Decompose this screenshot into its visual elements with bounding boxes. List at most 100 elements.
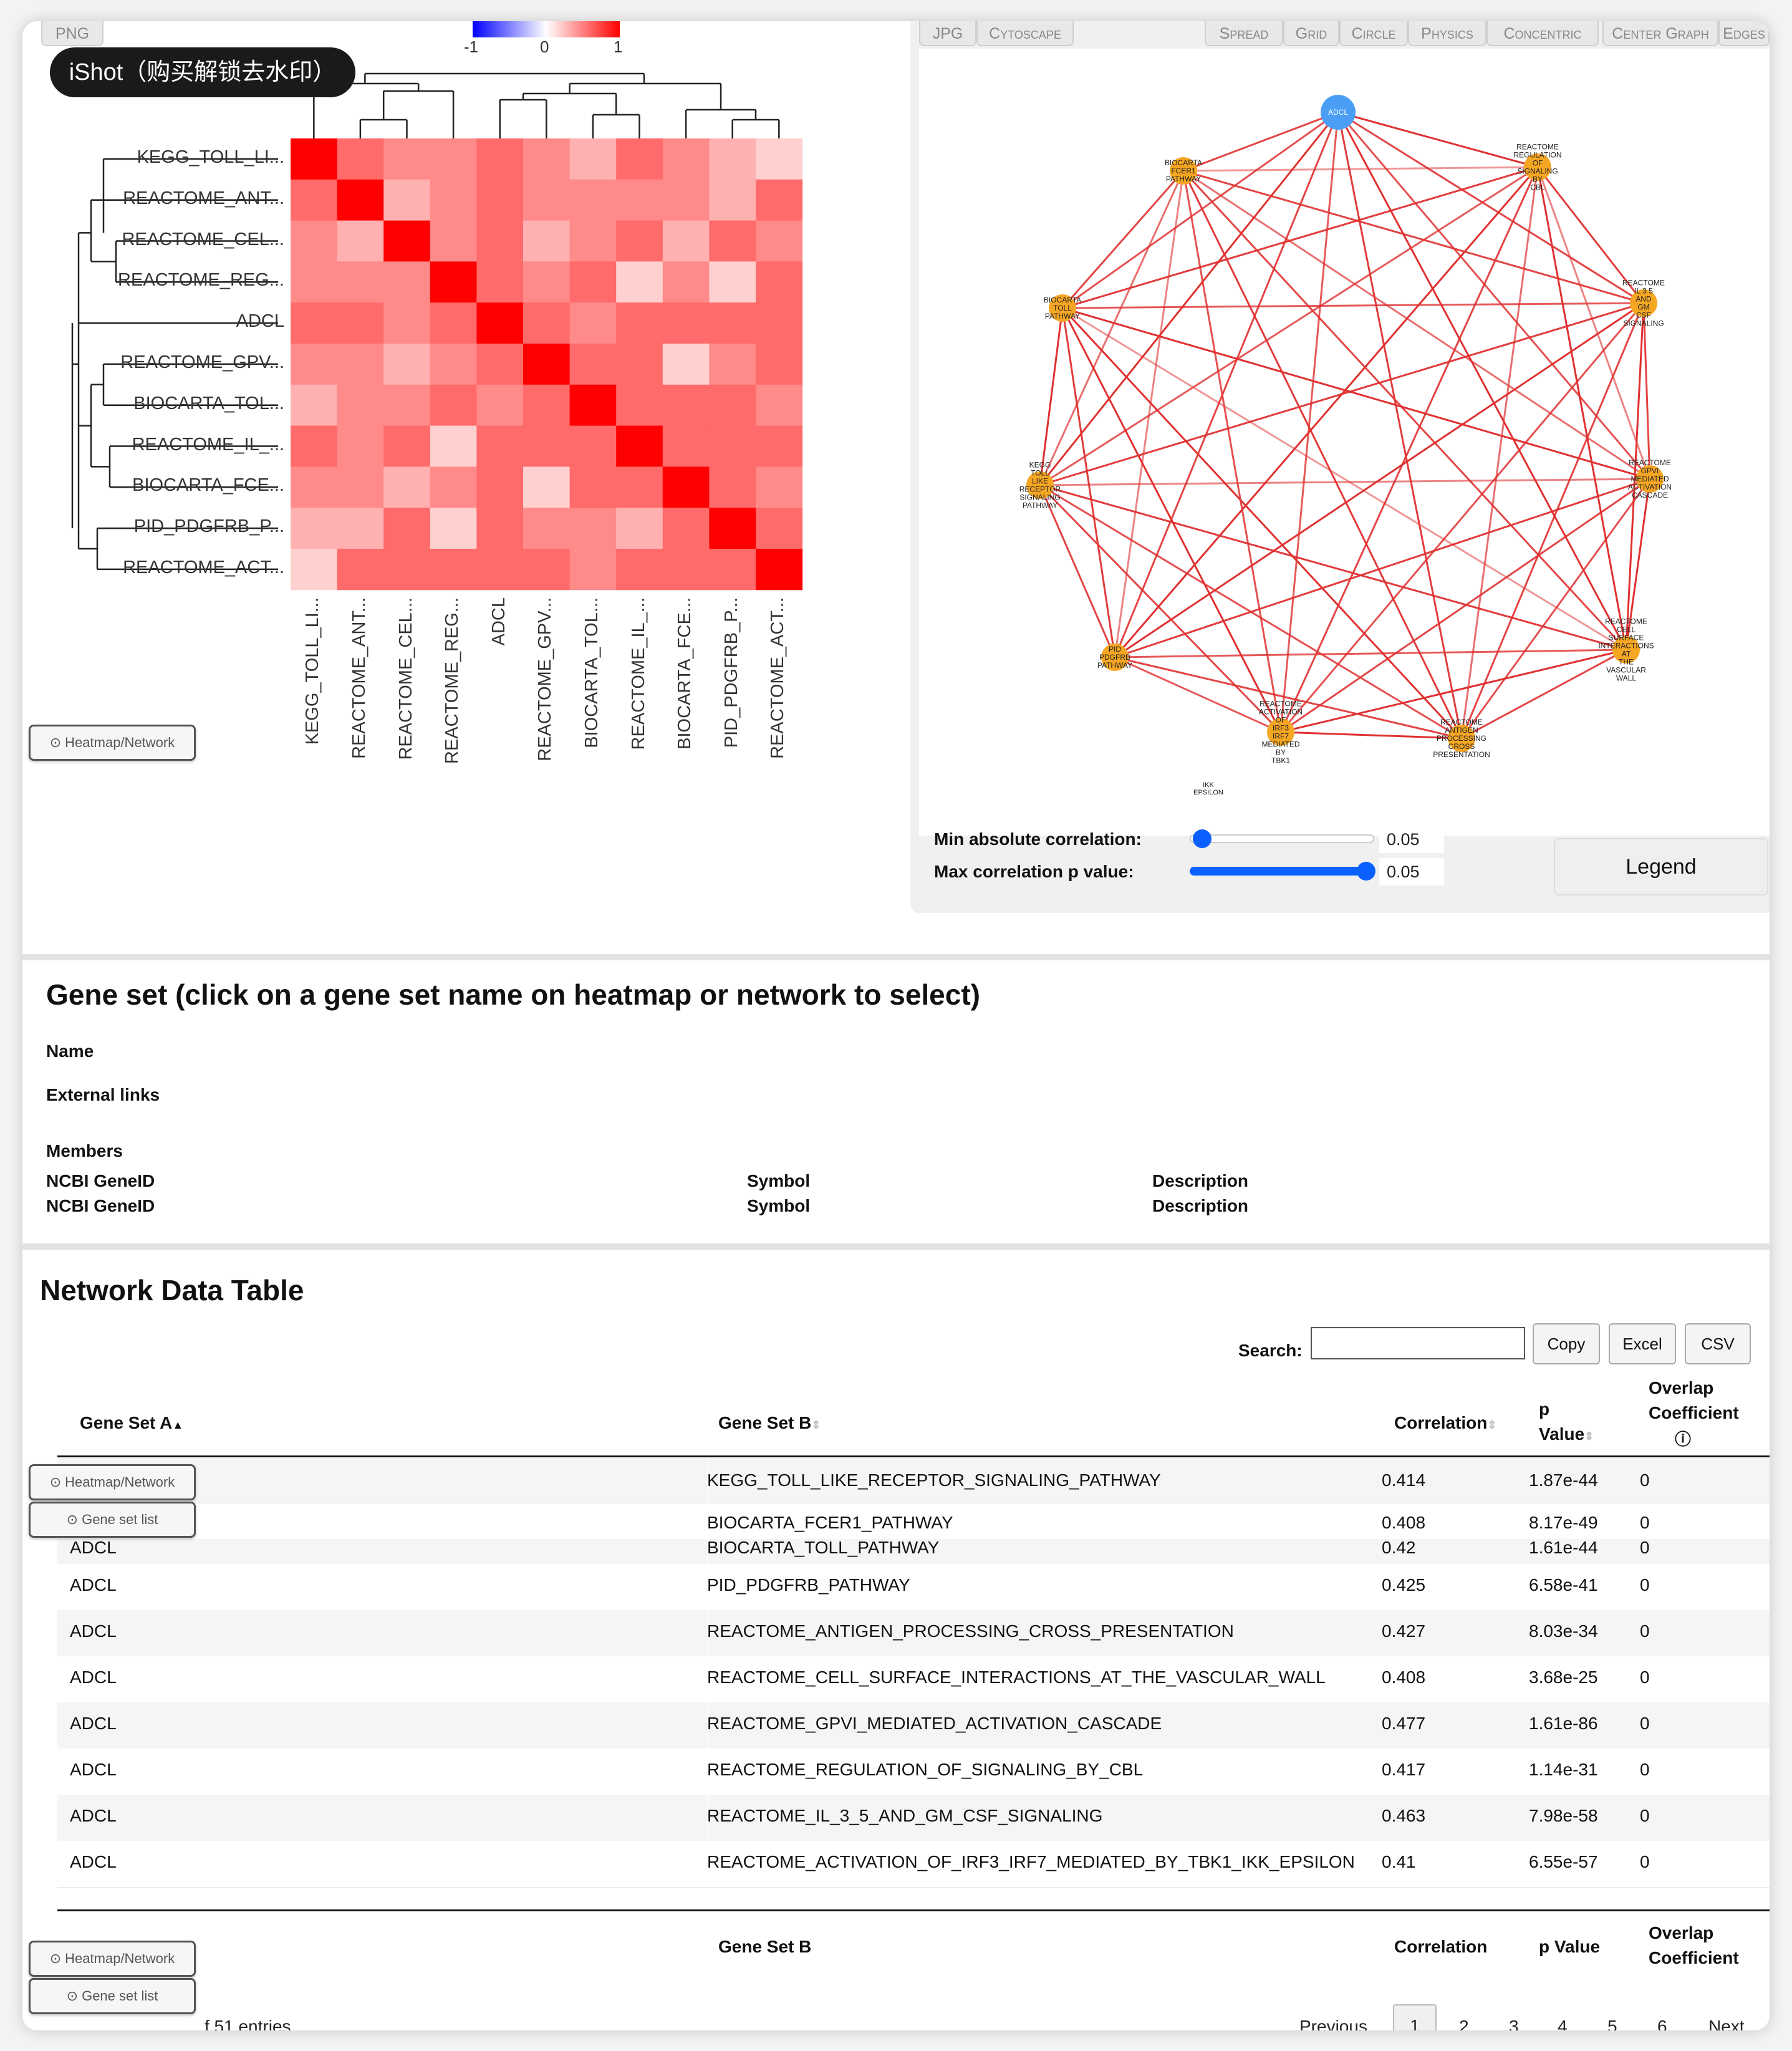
max-p-slider-thumb[interactable] bbox=[1357, 862, 1375, 881]
network-node[interactable] bbox=[1026, 471, 1054, 499]
heatmap-cell[interactable] bbox=[291, 220, 338, 262]
heatmap-cell[interactable] bbox=[337, 508, 384, 549]
heatmap-cell[interactable] bbox=[662, 384, 710, 427]
heatmap-col-label[interactable]: REACTOME_CEL... bbox=[395, 597, 416, 760]
heatmap-row-label[interactable]: REACTOME_ACT... bbox=[123, 557, 284, 577]
heatmap-cell[interactable] bbox=[476, 344, 524, 385]
network-edge[interactable] bbox=[1183, 166, 1538, 172]
heatmap-cell[interactable] bbox=[383, 302, 431, 344]
excel-button[interactable]: Excel bbox=[1609, 1323, 1676, 1364]
heatmap-cell[interactable] bbox=[337, 302, 384, 344]
network-edge[interactable] bbox=[1460, 302, 1645, 739]
max-p-slider[interactable] bbox=[1190, 867, 1374, 876]
heatmap-cell[interactable] bbox=[569, 549, 617, 591]
network-edge[interactable] bbox=[1039, 484, 1627, 651]
network-edge[interactable] bbox=[1039, 478, 1650, 486]
heatmap-cell[interactable] bbox=[616, 344, 663, 385]
heatmap-cell[interactable] bbox=[569, 179, 617, 221]
heatmap-cell[interactable] bbox=[476, 425, 524, 467]
heatmap-cell[interactable] bbox=[383, 425, 431, 467]
heatmap-cell[interactable] bbox=[523, 344, 571, 385]
heatmap-cell[interactable] bbox=[383, 384, 431, 427]
heatmap-cell[interactable] bbox=[337, 425, 384, 467]
heatmap-cell[interactable] bbox=[569, 425, 617, 467]
network-edge[interactable] bbox=[1183, 111, 1339, 172]
heatmap-cell[interactable] bbox=[709, 425, 756, 467]
heatmap-cell[interactable] bbox=[709, 344, 756, 385]
heatmap-col-label[interactable]: REACTOME_ACT... bbox=[768, 597, 788, 759]
toolbar-button-spread[interactable]: Spread bbox=[1205, 21, 1283, 46]
heatmap-cell[interactable] bbox=[291, 261, 338, 303]
th-coefficient[interactable]: Coefficient bbox=[1649, 1403, 1739, 1422]
heatmap-cell[interactable] bbox=[616, 302, 663, 344]
heatmap-cell[interactable] bbox=[569, 508, 617, 549]
network-edge[interactable] bbox=[1039, 484, 1282, 733]
network-edge[interactable] bbox=[1279, 112, 1339, 733]
network-edge[interactable] bbox=[1114, 302, 1644, 659]
heatmap-cell[interactable] bbox=[756, 302, 803, 344]
heatmap-cell[interactable] bbox=[430, 179, 477, 221]
heatmap-col-label[interactable]: KEGG_TOLL_LI... bbox=[302, 597, 323, 745]
heatmap-cell[interactable] bbox=[476, 508, 524, 549]
heatmap-col-label[interactable]: BIOCARTA_FCE... bbox=[675, 597, 695, 750]
heatmap-row-label[interactable]: PID_PDGFRB_P... bbox=[133, 516, 284, 537]
heatmap-cell[interactable] bbox=[476, 466, 524, 508]
network-edge[interactable] bbox=[1114, 166, 1539, 658]
network-node[interactable] bbox=[1612, 636, 1640, 664]
heatmap-cell[interactable] bbox=[430, 220, 477, 262]
toolbar-button-jpg[interactable]: JPG bbox=[919, 21, 976, 46]
toolbar-button-center-graph[interactable]: Center Graph bbox=[1602, 21, 1718, 46]
heatmap-col-label[interactable]: REACTOME_REG... bbox=[442, 597, 463, 764]
th-overlap[interactable]: Overlap bbox=[1649, 1378, 1714, 1397]
network-node[interactable] bbox=[1524, 153, 1551, 181]
table-row[interactable]: ADCL REACTOME_CELL_SURFACE_INTERACTIONS_A… bbox=[57, 1656, 1770, 1703]
heatmap-cell[interactable] bbox=[569, 220, 617, 262]
network-edge[interactable] bbox=[1039, 170, 1185, 486]
network-edge[interactable] bbox=[1280, 731, 1462, 740]
heatmap-cell[interactable] bbox=[662, 425, 710, 467]
heatmap-cell[interactable] bbox=[430, 344, 477, 385]
heatmap-cell[interactable] bbox=[662, 179, 710, 221]
network-edge[interactable] bbox=[1061, 170, 1185, 309]
heatmap-cell[interactable] bbox=[383, 138, 431, 180]
heatmap-cell[interactable] bbox=[662, 261, 710, 303]
network-edge[interactable] bbox=[1039, 166, 1538, 486]
heatmap-row-label[interactable]: REACTOME_CEL... bbox=[122, 229, 284, 249]
heatmap-cell[interactable] bbox=[430, 425, 477, 467]
toolbar-button-edges[interactable]: Edges bbox=[1718, 21, 1770, 46]
heatmap-cell[interactable] bbox=[476, 179, 524, 221]
table-row[interactable]: ADCL BIOCARTA_TOLL_PATHWAY 0.42 1.61e-44 0 bbox=[57, 1538, 1770, 1565]
heatmap-cell[interactable] bbox=[616, 261, 663, 303]
heatmap-cell[interactable] bbox=[476, 261, 524, 303]
heatmap-cell[interactable] bbox=[756, 466, 803, 508]
pagination-page[interactable]: 4 bbox=[1558, 2017, 1568, 2030]
table-row[interactable]: BIOCARTA_FCER1_PATHWAY 0.408 8.17e-49 0 bbox=[57, 1504, 1770, 1540]
heatmap-cell[interactable] bbox=[616, 138, 663, 180]
heatmap-col-label[interactable]: ADCL bbox=[488, 597, 509, 646]
pagination-page[interactable]: 3 bbox=[1509, 2017, 1519, 2030]
heatmap-cell[interactable] bbox=[476, 138, 524, 180]
heatmap-cell[interactable] bbox=[337, 179, 384, 221]
th-p-value[interactable]: Value⇕ bbox=[1539, 1424, 1594, 1444]
heatmap-cell[interactable] bbox=[476, 302, 524, 344]
heatmap-cell[interactable] bbox=[662, 302, 710, 344]
heatmap-cell[interactable] bbox=[430, 384, 477, 427]
heatmap-cell[interactable] bbox=[383, 549, 431, 591]
network-edge[interactable] bbox=[1062, 166, 1538, 309]
heatmap-cell[interactable] bbox=[291, 425, 338, 467]
pagination-page[interactable]: 6 bbox=[1657, 2017, 1667, 2030]
th-gene-set-a[interactable]: Gene Set A▲ bbox=[80, 1413, 184, 1432]
heatmap-cell[interactable] bbox=[616, 425, 663, 467]
network-edge[interactable] bbox=[1337, 112, 1463, 739]
toolbar-button-cytoscape[interactable]: Cytoscape bbox=[976, 21, 1074, 46]
pagination-page[interactable]: 5 bbox=[1607, 2017, 1617, 2030]
network-edge[interactable] bbox=[1280, 649, 1627, 733]
network-edge[interactable] bbox=[1625, 478, 1651, 650]
heatmap-cell[interactable] bbox=[291, 302, 338, 344]
search-input[interactable] bbox=[1311, 1327, 1525, 1359]
heatmap-cell[interactable] bbox=[523, 261, 571, 303]
table-row[interactable]: KEGG_TOLL_LIKE_RECEPTOR_SIGNALING_PATHWA… bbox=[57, 1458, 1770, 1505]
heatmap-cell[interactable] bbox=[756, 220, 803, 262]
heatmap-row-label[interactable]: REACTOME_IL_... bbox=[132, 434, 284, 455]
heatmap-cell[interactable] bbox=[337, 466, 384, 508]
